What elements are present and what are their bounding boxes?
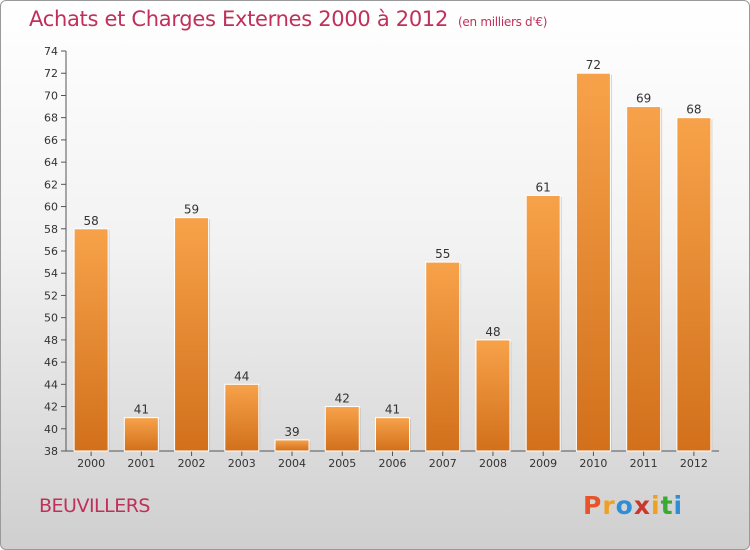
- logo-letter: x: [633, 491, 651, 520]
- data-label: 48: [485, 325, 500, 339]
- bar: [626, 106, 662, 452]
- y-tick-label: 52: [44, 289, 58, 302]
- x-tick-label: 2006: [379, 457, 407, 470]
- bar: [73, 228, 109, 452]
- logo-letter: o: [615, 491, 634, 520]
- x-tick-label: 2008: [479, 457, 507, 470]
- bar: [174, 217, 210, 452]
- x-tick-label: 2000: [77, 457, 105, 470]
- data-label: 41: [385, 403, 400, 417]
- x-tick-label: 2009: [529, 457, 557, 470]
- x-tick-label: 2001: [127, 457, 155, 470]
- data-label: 72: [586, 58, 601, 72]
- place-name: BEUVILLERS: [39, 495, 151, 517]
- x-tick-label: 2011: [630, 457, 658, 470]
- data-label: 58: [83, 214, 98, 228]
- y-tick-label: 48: [44, 334, 58, 347]
- proxiti-logo: Proxiti: [583, 491, 683, 520]
- x-tick-label: 2010: [579, 457, 607, 470]
- chart-subtitle: (en milliers d'€): [458, 15, 548, 29]
- logo-letter: r: [602, 491, 616, 520]
- x-tick-label: 2002: [178, 457, 206, 470]
- logo-letter: i: [651, 491, 661, 520]
- x-tick-label: 2004: [278, 457, 306, 470]
- y-tick-label: 64: [44, 156, 58, 169]
- bar: [274, 439, 310, 452]
- logo-letter: i: [673, 491, 684, 520]
- chart-title: Achats et Charges Externes 2000 à 2012 (e…: [29, 7, 547, 31]
- bar: [375, 417, 410, 452]
- x-tick-label: 2005: [328, 457, 356, 470]
- x-tick-label: 2012: [680, 457, 708, 470]
- logo-letter: P: [583, 491, 603, 520]
- bar: [676, 117, 712, 452]
- y-tick-label: 58: [44, 223, 58, 236]
- y-tick-label: 72: [44, 67, 58, 80]
- x-tick-label: 2003: [228, 457, 256, 470]
- y-tick-label: 50: [44, 312, 58, 325]
- y-tick-label: 74: [44, 45, 58, 58]
- bar: [475, 339, 511, 452]
- y-tick-label: 60: [44, 201, 58, 214]
- y-tick-label: 62: [44, 178, 58, 191]
- y-tick-label: 46: [44, 356, 58, 369]
- bar: [224, 383, 260, 452]
- y-tick-label: 68: [44, 112, 58, 125]
- bar: [525, 194, 561, 452]
- data-label: 59: [184, 203, 199, 217]
- data-label: 61: [536, 180, 551, 194]
- y-tick-label: 42: [44, 401, 58, 414]
- y-tick-label: 54: [44, 267, 58, 280]
- bar: [324, 406, 360, 452]
- y-tick-label: 44: [44, 378, 58, 391]
- data-label: 42: [335, 392, 350, 406]
- bar: [575, 72, 611, 452]
- data-label: 55: [435, 247, 450, 261]
- data-label: 39: [284, 425, 299, 439]
- chart-title-text: Achats et Charges Externes 2000 à 2012: [29, 7, 449, 31]
- data-label: 69: [636, 92, 651, 106]
- y-tick-label: 70: [44, 89, 58, 102]
- data-label: 68: [686, 103, 701, 117]
- y-tick-label: 56: [44, 245, 58, 258]
- y-tick-label: 40: [44, 423, 58, 436]
- y-tick-label: 38: [44, 445, 58, 458]
- data-label: 44: [234, 369, 249, 383]
- data-label: 41: [134, 403, 149, 417]
- x-tick-label: 2007: [429, 457, 457, 470]
- y-tick-label: 66: [44, 134, 58, 147]
- logo-letter: t: [660, 491, 674, 520]
- bar: [425, 261, 461, 452]
- bar: [123, 417, 159, 452]
